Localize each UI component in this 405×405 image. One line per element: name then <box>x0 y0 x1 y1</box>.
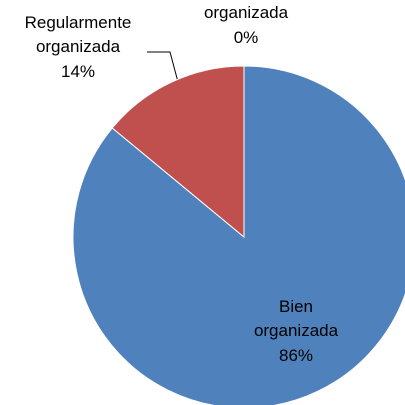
slice-value-label: 86% <box>279 346 313 365</box>
pie-slice <box>72 65 405 405</box>
slice-label: Bien organizada <box>254 297 339 340</box>
slice-value-label: 0% <box>234 28 259 47</box>
slice-label: organizada <box>204 3 289 22</box>
leader-line <box>147 51 179 83</box>
slice-value-label: 14% <box>61 62 95 81</box>
slice-label: Regularmente organizada <box>25 13 132 56</box>
pie-slice <box>111 65 245 239</box>
